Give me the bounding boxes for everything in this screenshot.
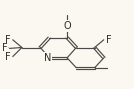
Text: F: F xyxy=(6,35,11,44)
Text: F: F xyxy=(6,52,11,61)
Text: O: O xyxy=(64,22,71,31)
Text: N: N xyxy=(44,53,51,63)
Text: F: F xyxy=(106,35,112,45)
Text: F: F xyxy=(5,35,11,45)
Text: N: N xyxy=(44,54,51,63)
Text: F: F xyxy=(106,35,111,44)
Text: F: F xyxy=(5,52,11,62)
Text: F: F xyxy=(2,43,8,53)
Text: F: F xyxy=(3,44,8,53)
Text: O: O xyxy=(63,21,71,31)
